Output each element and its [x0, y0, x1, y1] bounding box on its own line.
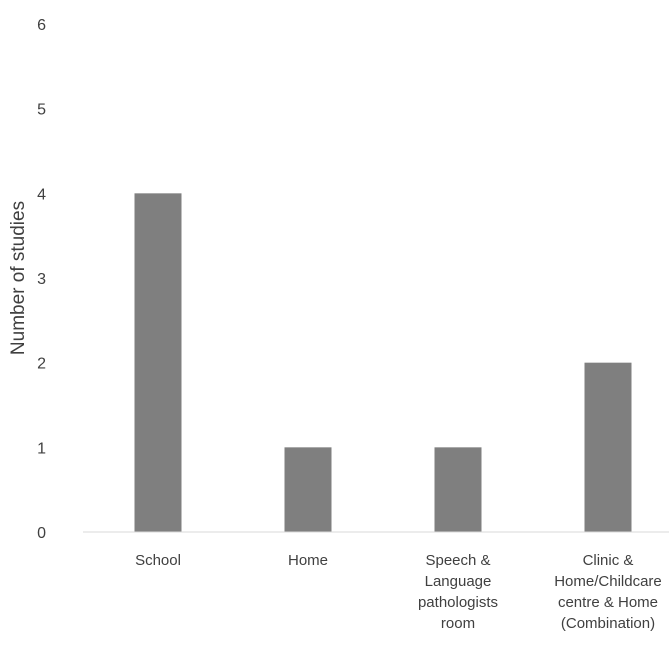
x-category-label-line: (Combination) [561, 615, 655, 632]
y-tick-label: 2 [37, 356, 46, 373]
bars [134, 193, 632, 533]
x-category-label-line: Language [425, 573, 492, 590]
x-category-label: Speech & Language pathologists room [418, 552, 498, 632]
x-category-label-line: School [135, 552, 181, 569]
y-tick-label: 1 [37, 440, 46, 457]
x-category-label-line: centre & Home [558, 594, 658, 611]
y-tick-label: 5 [37, 102, 46, 119]
bar [134, 193, 182, 533]
x-category-label: School [135, 552, 181, 569]
y-tick-label: 6 [37, 17, 46, 34]
y-axis-ticks: 0 1 2 3 4 5 6 [37, 17, 46, 542]
x-axis-labels: School Home Speech & Language pathologists ro… [135, 552, 662, 632]
y-tick-label: 0 [37, 525, 46, 542]
bar [584, 362, 632, 532]
x-category-label-line: Home [288, 552, 328, 569]
bar [284, 447, 332, 532]
x-category-label: Clinic & Home/Childcare centre & Home (Comb… [554, 552, 662, 632]
y-axis-title: Number of studies [8, 201, 29, 355]
x-category-label-line: Speech & [425, 552, 490, 569]
x-category-label-line: Home/Childcare [554, 573, 662, 590]
x-category-label-line: Clinic & [583, 552, 634, 569]
y-tick-label: 3 [37, 271, 46, 288]
x-category-label-line: room [441, 615, 475, 632]
x-category-label: Home [288, 552, 328, 569]
y-tick-label: 4 [37, 186, 46, 203]
x-category-label-line: pathologists [418, 594, 498, 611]
bar [434, 447, 482, 532]
